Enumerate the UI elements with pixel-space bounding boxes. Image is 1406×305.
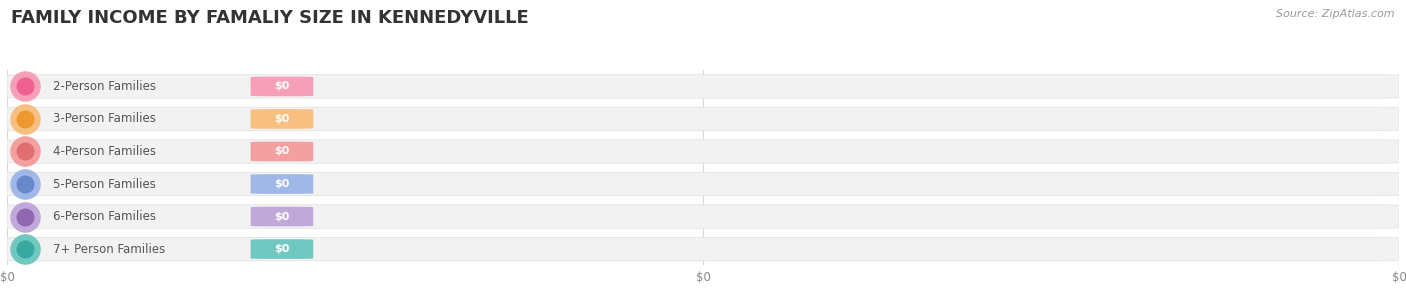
FancyBboxPatch shape	[250, 207, 314, 226]
Text: $0: $0	[274, 114, 290, 124]
Text: $0: $0	[274, 146, 290, 156]
Text: FAMILY INCOME BY FAMALIY SIZE IN KENNEDYVILLE: FAMILY INCOME BY FAMALIY SIZE IN KENNEDY…	[11, 9, 529, 27]
FancyBboxPatch shape	[250, 239, 314, 259]
FancyBboxPatch shape	[7, 172, 1399, 196]
FancyBboxPatch shape	[7, 107, 1399, 131]
Text: 7+ Person Families: 7+ Person Families	[53, 242, 166, 256]
Text: $0: $0	[274, 244, 290, 254]
Text: $0: $0	[274, 179, 290, 189]
Text: $0: $0	[274, 212, 290, 221]
Text: 2-Person Families: 2-Person Families	[53, 80, 156, 93]
Text: $0: $0	[274, 81, 290, 92]
FancyBboxPatch shape	[250, 142, 314, 161]
Text: 5-Person Families: 5-Person Families	[53, 178, 156, 191]
Text: 3-Person Families: 3-Person Families	[53, 113, 156, 125]
FancyBboxPatch shape	[250, 174, 314, 194]
FancyBboxPatch shape	[7, 140, 1399, 163]
Text: Source: ZipAtlas.com: Source: ZipAtlas.com	[1277, 9, 1395, 19]
FancyBboxPatch shape	[7, 75, 1399, 98]
FancyBboxPatch shape	[7, 205, 1399, 228]
FancyBboxPatch shape	[250, 77, 314, 96]
FancyBboxPatch shape	[250, 109, 314, 129]
FancyBboxPatch shape	[7, 237, 1399, 261]
Text: 4-Person Families: 4-Person Families	[53, 145, 156, 158]
Text: 6-Person Families: 6-Person Families	[53, 210, 156, 223]
